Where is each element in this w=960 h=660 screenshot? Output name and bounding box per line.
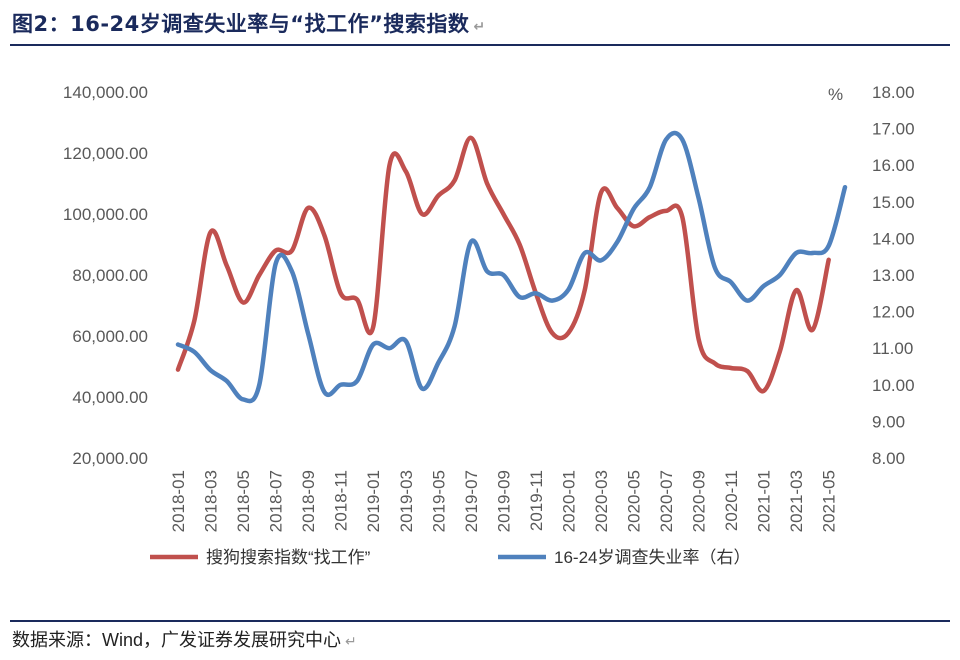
x-tick-label: 2019-01 [364,470,383,532]
x-tick-label: 2019-09 [494,470,513,532]
y-right-tick-label: 18.00 [872,83,915,102]
x-tick-label: 2018-09 [299,470,318,532]
x-tick-label: 2021-03 [787,470,806,532]
y-left-tick-label: 80,000.00 [72,266,148,285]
x-tick-label: 2018-05 [234,470,253,532]
x-tick-label: 2021-05 [820,470,839,532]
x-tick-label: 2020-07 [657,470,676,532]
x-tick-label: 2019-07 [462,470,481,532]
x-tick-label: 2020-09 [690,470,709,532]
x-tick-label: 2019-11 [527,470,546,531]
paragraph-mark-icon: ↵ [345,633,357,649]
x-tick-label: 2020-01 [559,470,578,532]
title-divider [10,44,950,46]
y-axis-left: 20,000.00 40,000.00 60,000.00 80,000.00 100,… [63,83,148,468]
x-tick-label: 2019-03 [397,470,416,532]
x-tick-label: 2021-01 [755,470,774,532]
unemployment-rate-line [175,130,848,404]
x-tick-label: 2018-03 [202,470,221,532]
y-right-tick-label: 13.00 [872,266,915,285]
y-right-tick-label: 14.00 [872,229,915,248]
paragraph-mark-icon: ↵ [473,19,486,35]
y-axis-right: 8.00 9.00 10.00 11.00 12.00 13.00 14.00 15.00 16… [872,83,915,468]
y-right-tick-label: 8.00 [872,449,905,468]
y-left-tick-label: 60,000.00 [72,327,148,346]
legend-label: 搜狗搜索指数“找工作” [206,548,371,567]
x-tick-label: 2020-11 [722,470,741,531]
y-right-tick-label: 9.00 [872,412,905,431]
search-index-line [175,135,831,394]
y-right-tick-label: 15.00 [872,193,915,212]
y-right-tick-label: 12.00 [872,303,915,322]
source-divider [10,620,950,622]
y-right-tick-label: 10.00 [872,376,915,395]
x-tick-label: 2018-01 [169,470,188,532]
y-left-tick-label: 140,000.00 [63,83,148,102]
legend-label: 16-24岁调查失业率（右） [554,548,750,567]
y-left-tick-label: 120,000.00 [63,144,148,163]
y-left-tick-label: 40,000.00 [72,388,148,407]
x-tick-label: 2020-03 [592,470,611,532]
right-axis-unit: % [828,85,843,104]
x-tick-label: 2019-05 [429,470,448,532]
series-layer [175,130,848,404]
x-axis: 2018-01 2018-03 2018-05 2018-07 2018-09 2018-… [169,470,839,532]
y-right-tick-label: 11.00 [872,339,913,358]
figure-title: 图2：16-24岁调查失业率与“找工作”搜索指数 ↵ [12,12,486,36]
x-tick-label: 2018-11 [332,470,351,531]
y-left-tick-label: 20,000.00 [72,449,148,468]
line-chart: 20,000.00 40,000.00 60,000.00 80,000.00 100,… [63,83,915,567]
x-tick-label: 2020-05 [625,470,644,532]
y-right-tick-label: 17.00 [872,120,915,139]
legend: 搜狗搜索指数“找工作” 16-24岁调查失业率（右） [150,548,750,567]
y-right-tick-label: 16.00 [872,156,915,175]
x-tick-label: 2018-07 [267,470,286,532]
y-left-tick-label: 100,000.00 [63,205,148,224]
source-note: 数据来源：Wind，广发证券发展研究中心 ↵ [12,630,357,650]
